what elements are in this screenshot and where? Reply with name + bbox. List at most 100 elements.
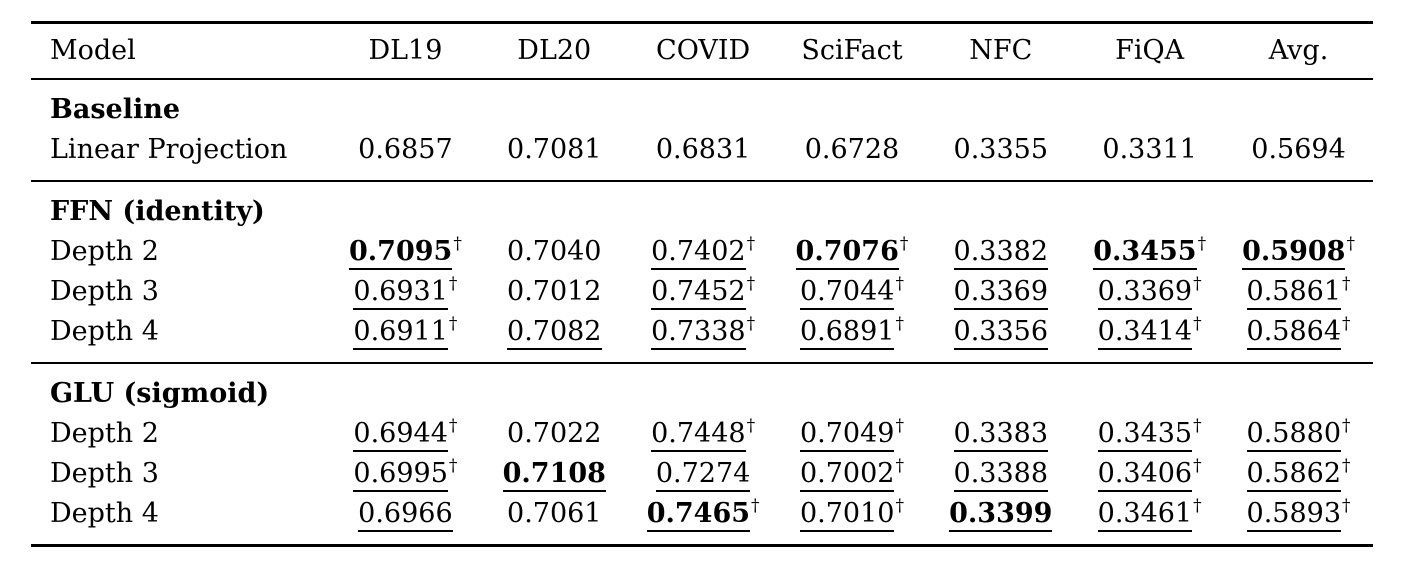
section-ffn-identity: FFN (identity) Depth 2 0.7095† 0.7040 0.7402… xyxy=(31,181,1373,363)
metric-cell-fiqa: 0.3455† xyxy=(1075,232,1224,272)
section-title-row: FFN (identity) xyxy=(31,181,1373,232)
dagger-significance-marker: † xyxy=(1346,234,1355,254)
section-glu-sigmoid: GLU (sigmoid) Depth 2 0.6944† 0.7022 0.7448†… xyxy=(31,363,1373,546)
row-label: Depth 2 xyxy=(50,418,159,449)
dagger-significance-marker: † xyxy=(746,274,756,294)
metric-value: 0.7095 xyxy=(349,237,453,270)
metric-cell-covid: 0.7448† xyxy=(629,414,778,454)
dagger-significance-marker: † xyxy=(751,496,760,516)
metric-cell-avg: 0.5862† xyxy=(1224,454,1373,494)
metric-cell-covid: 0.7402† xyxy=(629,232,778,272)
column-header-fiqa: FiQA xyxy=(1115,35,1185,66)
dagger-significance-marker: † xyxy=(895,314,904,334)
metric-value: 0.5862 xyxy=(1246,459,1342,492)
metric-cell-dl20: 0.7012 xyxy=(480,272,629,312)
metric-cell-covid: 0.7274 xyxy=(629,454,778,494)
table-row: Linear Projection 0.6857 0.7081 0.6831 0.672… xyxy=(31,130,1373,181)
metric-cell-dl19: 0.6944† xyxy=(331,414,480,454)
metric-value: 0.5880 xyxy=(1246,419,1342,452)
metric-cell-dl20: 0.7081 xyxy=(480,130,629,181)
dagger-significance-marker: † xyxy=(895,496,904,516)
metric-value: 0.3414 xyxy=(1097,317,1193,350)
metric-cell-dl20: 0.7108 xyxy=(480,454,629,494)
metric-cell-avg: 0.5880† xyxy=(1224,414,1373,454)
metric-value: 0.7002 xyxy=(799,459,895,492)
section-title-row: GLU (sigmoid) xyxy=(31,363,1373,414)
metric-value: 0.7022 xyxy=(507,418,602,449)
metric-value: 0.3369 xyxy=(1097,277,1193,310)
column-header-covid: COVID xyxy=(656,35,751,66)
dagger-significance-marker: † xyxy=(448,274,458,294)
metric-cell-fiqa: 0.3369† xyxy=(1075,272,1224,312)
row-label: Linear Projection xyxy=(50,134,288,165)
metric-cell-covid: 0.6831 xyxy=(629,130,778,181)
metric-value: 0.7010 xyxy=(799,499,895,532)
metric-value: 0.7081 xyxy=(507,134,602,165)
metric-value: 0.3388 xyxy=(953,459,1049,492)
metric-value: 0.5694 xyxy=(1251,134,1346,165)
metric-cell-nfc: 0.3369 xyxy=(926,272,1075,312)
metric-cell-dl20: 0.7061 xyxy=(480,494,629,546)
dagger-significance-marker: † xyxy=(1193,496,1202,516)
metric-value: 0.6728 xyxy=(804,134,900,165)
metric-value: 0.7108 xyxy=(502,459,606,492)
metric-value: 0.6995 xyxy=(353,459,448,492)
metric-cell-scifact: 0.7002† xyxy=(778,454,927,494)
dagger-significance-marker: † xyxy=(1342,314,1351,334)
dagger-significance-marker: † xyxy=(895,456,904,476)
metric-cell-dl20: 0.7022 xyxy=(480,414,629,454)
metric-cell-avg: 0.5864† xyxy=(1224,312,1373,363)
dagger-significance-marker: † xyxy=(1342,496,1351,516)
dagger-significance-marker: † xyxy=(1193,314,1202,334)
row-label: Depth 3 xyxy=(50,458,159,489)
section-title: FFN (identity) xyxy=(50,196,265,227)
metric-value: 0.3356 xyxy=(953,317,1049,350)
metric-cell-dl19: 0.6966 xyxy=(331,494,480,546)
metric-cell-scifact: 0.7044† xyxy=(778,272,927,312)
metric-cell-scifact: 0.7076† xyxy=(778,232,927,272)
metric-value: 0.6966 xyxy=(358,499,453,532)
table-row: Depth 4 0.6966 0.7061 0.7465† 0.7010† 0.3399 0… xyxy=(31,494,1373,546)
column-header-nfc: NFC xyxy=(969,35,1033,66)
metric-value: 0.5908 xyxy=(1242,237,1346,270)
row-label: Depth 4 xyxy=(50,498,159,529)
dagger-significance-marker: † xyxy=(1193,416,1202,436)
metric-cell-avg: 0.5908† xyxy=(1224,232,1373,272)
metric-value: 0.3369 xyxy=(953,277,1049,310)
metric-cell-nfc: 0.3355 xyxy=(926,130,1075,181)
metric-value: 0.7049 xyxy=(799,419,895,452)
metric-value: 0.5893 xyxy=(1246,499,1342,532)
metric-cell-scifact: 0.6891† xyxy=(778,312,927,363)
metric-value: 0.7012 xyxy=(507,276,602,307)
metric-value: 0.7338 xyxy=(651,317,746,350)
table-row: Depth 4 0.6911† 0.7082 0.7338† 0.6891† 0.3356… xyxy=(31,312,1373,363)
section-title-row: Baseline xyxy=(31,79,1373,130)
metric-cell-avg: 0.5861† xyxy=(1224,272,1373,312)
metric-cell-dl20: 0.7040 xyxy=(480,232,629,272)
metric-cell-dl19: 0.6911† xyxy=(331,312,480,363)
metric-cell-scifact: 0.6728 xyxy=(778,130,927,181)
metric-value: 0.5864 xyxy=(1246,317,1342,350)
dagger-significance-marker: † xyxy=(448,456,458,476)
metric-value: 0.3455 xyxy=(1093,237,1197,270)
metric-value: 0.7452 xyxy=(651,277,746,310)
metric-cell-fiqa: 0.3406† xyxy=(1075,454,1224,494)
metric-cell-covid: 0.7338† xyxy=(629,312,778,363)
dagger-significance-marker: † xyxy=(448,416,458,436)
results-table: Model DL19 DL20 COVID SciFact NFC FiQA Avg. Bas… xyxy=(31,21,1373,547)
metric-cell-scifact: 0.7010† xyxy=(778,494,927,546)
dagger-significance-marker: † xyxy=(746,416,756,436)
column-header-dl20: DL20 xyxy=(517,35,592,66)
metric-value: 0.7040 xyxy=(507,236,602,267)
metric-value: 0.6891 xyxy=(799,317,895,350)
table-header: Model DL19 DL20 COVID SciFact NFC FiQA Avg. xyxy=(31,23,1373,79)
column-header-dl19: DL19 xyxy=(368,35,443,66)
metric-cell-fiqa: 0.3435† xyxy=(1075,414,1224,454)
dagger-significance-marker: † xyxy=(1342,416,1351,436)
dagger-significance-marker: † xyxy=(1193,456,1202,476)
metric-value: 0.3382 xyxy=(953,237,1049,270)
metric-value: 0.7076 xyxy=(795,237,899,270)
metric-value: 0.7448 xyxy=(651,419,746,452)
metric-cell-nfc: 0.3388 xyxy=(926,454,1075,494)
metric-cell-scifact: 0.7049† xyxy=(778,414,927,454)
